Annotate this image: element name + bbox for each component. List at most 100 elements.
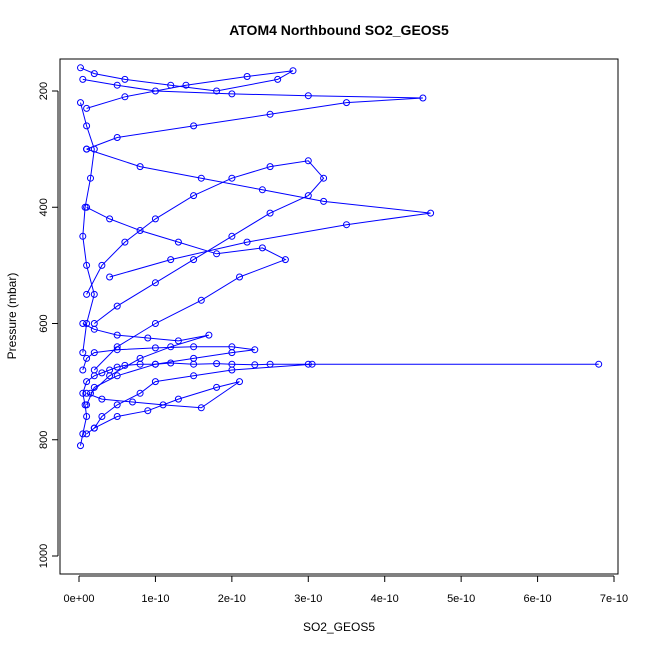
data-point-1-22 — [308, 360, 316, 368]
series-line-4 — [82, 78, 423, 150]
data-point-5-6 — [427, 209, 435, 217]
data-point-9-5 — [174, 337, 182, 345]
x-axis-label: SO2_GEOS5 — [303, 620, 375, 634]
data-point-4-3 — [151, 87, 159, 95]
data-point-1-23 — [228, 366, 236, 374]
data-point-6-7 — [289, 67, 297, 75]
data-point-8-7 — [213, 383, 221, 391]
data-point-6-5 — [213, 87, 221, 95]
data-point-3-12 — [228, 232, 236, 240]
series-line-8 — [86, 381, 240, 429]
data-point-8-10 — [113, 413, 121, 420]
data-point-6-11 — [83, 104, 91, 112]
data-point-10-7 — [83, 261, 91, 269]
series-line-7 — [86, 206, 287, 371]
y-axis-label: Pressure (mbar) — [5, 273, 19, 360]
series-line-10 — [80, 102, 95, 353]
data-point-4-8 — [266, 110, 274, 118]
data-point-1-3 — [83, 413, 91, 420]
data-point-5-9 — [167, 256, 175, 264]
data-point-10-8 — [90, 290, 98, 298]
data-point-9-8 — [136, 354, 144, 362]
data-point-9-4 — [144, 334, 152, 342]
data-point-3-4 — [151, 215, 159, 223]
series-line-6 — [80, 67, 294, 109]
chart-title: ATOM4 Northbound SO2_GEOS5 — [229, 22, 449, 38]
data-point-3-11 — [266, 209, 274, 217]
data-point-3-8 — [304, 157, 312, 165]
data-point-4-6 — [419, 94, 427, 102]
x-tick-label-5: 4e-10 — [371, 593, 399, 605]
series-line-2 — [82, 346, 255, 406]
data-point-7-11 — [113, 343, 121, 351]
x-tick-label-6: 5e-10 — [447, 593, 475, 605]
data-point-2-10 — [190, 354, 198, 362]
data-point-5-4 — [258, 186, 266, 194]
data-point-3-1 — [83, 290, 91, 298]
data-point-2-6 — [190, 343, 198, 351]
data-point-10-2 — [83, 122, 91, 130]
data-point-9-7 — [167, 343, 175, 351]
data-point-9-6 — [205, 331, 213, 339]
data-point-2-14 — [83, 401, 91, 409]
data-point-1-24 — [190, 372, 198, 380]
data-point-6-2 — [90, 70, 98, 78]
data-point-5-10 — [106, 273, 114, 281]
series-line-5 — [86, 148, 431, 278]
data-point-10-1 — [77, 99, 84, 107]
data-point-7-9 — [197, 296, 205, 304]
data-point-1-1 — [77, 442, 84, 450]
data-point-9-1 — [79, 320, 87, 327]
data-point-4-7 — [343, 99, 350, 107]
data-point-3-6 — [228, 174, 236, 182]
data-point-7-4 — [174, 238, 182, 246]
data-point-2-3 — [90, 349, 98, 357]
data-point-1-10 — [113, 363, 121, 371]
data-point-7-3 — [136, 227, 144, 234]
data-point-3-3 — [121, 238, 129, 246]
data-point-7-12 — [90, 366, 98, 374]
data-point-4-5 — [304, 92, 312, 100]
data-point-6-10 — [121, 93, 129, 101]
data-point-1-28 — [98, 413, 106, 420]
x-tick-label-8: 7e-10 — [600, 593, 628, 605]
data-point-2-12 — [113, 372, 121, 380]
data-point-10-10 — [79, 349, 87, 357]
data-point-5-7 — [343, 221, 350, 229]
data-point-3-7 — [266, 163, 274, 171]
data-point-1-8 — [98, 369, 106, 377]
data-point-2-2 — [83, 354, 91, 362]
data-point-3-13 — [190, 256, 198, 264]
data-point-8-2 — [98, 395, 106, 403]
data-point-2-8 — [251, 346, 259, 354]
data-point-10-4 — [87, 174, 94, 182]
data-point-7-8 — [236, 273, 243, 281]
data-point-7-2 — [106, 215, 114, 223]
x-tick-label-7: 6e-10 — [524, 593, 552, 605]
data-point-1-2 — [79, 430, 87, 438]
data-point-1-20 — [304, 360, 312, 368]
data-point-10-5 — [81, 203, 89, 211]
data-point-4-2 — [113, 81, 121, 89]
data-point-5-2 — [136, 163, 144, 171]
data-point-6-3 — [121, 75, 129, 83]
data-point-8-4 — [159, 401, 167, 409]
data-point-5-1 — [83, 145, 91, 153]
data-point-1-6 — [83, 378, 91, 386]
data-point-2-9 — [228, 349, 236, 357]
data-point-6-9 — [182, 81, 190, 89]
y-tick-label-5: 1000 — [38, 544, 50, 568]
data-point-7-5 — [213, 250, 221, 258]
y-tick-label-1: 200 — [38, 82, 50, 100]
data-point-1-27 — [113, 401, 121, 409]
data-point-8-9 — [144, 407, 152, 415]
data-point-7-10 — [151, 320, 159, 327]
data-point-5-8 — [243, 238, 251, 246]
data-point-8-6 — [236, 378, 243, 386]
data-point-1-21 — [595, 360, 603, 368]
x-tick-label-4: 3e-10 — [294, 593, 322, 605]
data-point-8-11 — [90, 424, 98, 432]
data-point-2-5 — [151, 344, 159, 352]
data-point-8-5 — [197, 404, 205, 412]
